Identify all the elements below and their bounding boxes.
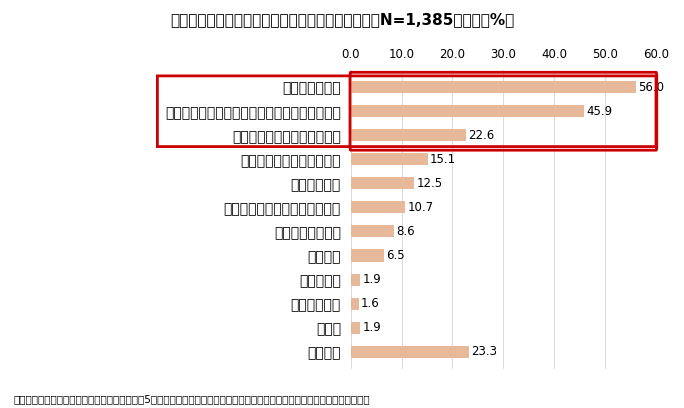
Text: 1.9: 1.9 [363, 273, 381, 286]
Text: 15.1: 15.1 [430, 153, 456, 166]
Bar [351, 322, 360, 334]
Text: 1.6: 1.6 [361, 297, 380, 310]
Bar [351, 297, 359, 310]
Text: 6.5: 6.5 [386, 249, 404, 262]
Text: 10.7: 10.7 [407, 201, 434, 214]
Bar [351, 273, 360, 286]
Text: 図表３．育休取得率向上に向けた取組による効果（N=1,385、単位：%）: 図表３．育休取得率向上に向けた取組による効果（N=1,385、単位：%） [170, 12, 514, 27]
Bar [351, 226, 395, 237]
Bar [351, 177, 415, 189]
Text: 12.5: 12.5 [417, 177, 443, 190]
Bar [351, 153, 428, 165]
Bar [351, 346, 469, 358]
Text: 45.9: 45.9 [586, 105, 612, 118]
Text: 1.9: 1.9 [363, 321, 381, 334]
Text: 出所：厚生労働省イクメンプロジェクト「令和5年度男性の育児休業等取得率の公表状況調査」（速報値）を基に、筆者が作成: 出所：厚生労働省イクメンプロジェクト「令和5年度男性の育児休業等取得率の公表状況… [14, 394, 370, 404]
Bar [351, 250, 384, 262]
Text: 22.6: 22.6 [468, 129, 494, 142]
Bar [351, 129, 466, 141]
Text: 23.3: 23.3 [471, 345, 497, 358]
Bar [351, 105, 584, 117]
Text: 56.0: 56.0 [637, 81, 663, 94]
Bar [351, 81, 635, 93]
Text: 8.6: 8.6 [397, 225, 415, 238]
Bar [351, 202, 405, 213]
